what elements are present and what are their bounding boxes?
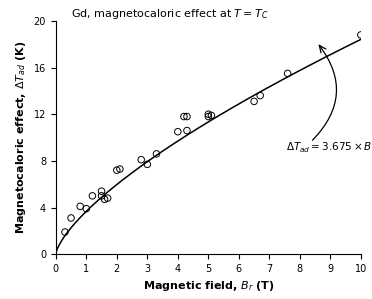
Point <box>181 114 187 119</box>
Point <box>102 197 108 202</box>
Point <box>77 204 83 209</box>
Point <box>68 216 74 220</box>
Point <box>117 167 123 171</box>
Point <box>184 114 190 119</box>
Point <box>251 99 257 104</box>
Point <box>358 33 364 37</box>
Point <box>175 129 181 134</box>
Point <box>257 93 263 98</box>
Point <box>154 152 160 156</box>
Point <box>105 196 110 201</box>
Point <box>62 230 68 234</box>
Point <box>138 157 144 162</box>
X-axis label: Magnetic field, $B_r$ (T): Magnetic field, $B_r$ (T) <box>142 280 274 293</box>
Point <box>99 193 105 198</box>
Point <box>184 128 190 133</box>
Point <box>89 193 95 198</box>
Point <box>99 189 105 193</box>
Point <box>205 112 211 117</box>
Text: $\Delta T_{ad}= 3.675\times B^{0.7}$: $\Delta T_{ad}= 3.675\times B^{0.7}$ <box>286 139 372 155</box>
Point <box>205 114 211 119</box>
Y-axis label: Magnetocaloric effect, $\Delta T_{ad}$ (K): Magnetocaloric effect, $\Delta T_{ad}$ (… <box>14 41 28 234</box>
Point <box>114 168 120 173</box>
Point <box>285 71 291 76</box>
Point <box>83 206 89 211</box>
Point <box>208 113 214 118</box>
Text: Gd, magnetocaloric effect at $T = T_C$: Gd, magnetocaloric effect at $T = T_C$ <box>71 7 269 21</box>
Point <box>144 162 150 167</box>
